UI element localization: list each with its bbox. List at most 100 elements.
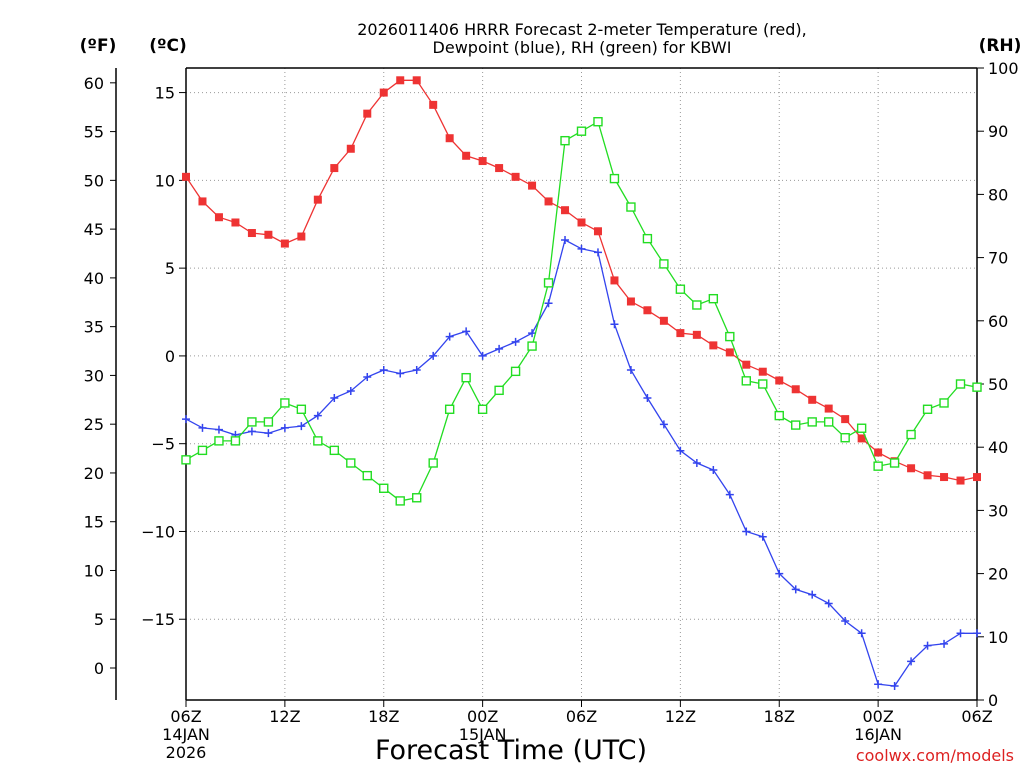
temperature-point [577,218,586,227]
rh-point [313,436,323,446]
temperature-point [247,229,256,238]
temperature-point [659,316,668,325]
rh-point [527,341,537,351]
fahrenheit-tick-label: 5 [94,610,104,629]
dewpoint-point [544,299,553,308]
rh-point [263,417,274,427]
grid-layer [185,68,978,700]
temperature-point [808,395,817,404]
rh-point [659,259,669,269]
dewpoint-point [890,681,899,690]
dewpoint-point [659,420,668,429]
temperature-point [231,218,240,227]
fahrenheit-tick-label: 15 [84,513,104,532]
rh-point [510,366,521,377]
dewpoint-point [346,387,355,396]
fahrenheit-tick-label: 0 [94,659,104,678]
dewpoint-point [429,351,438,360]
rh-point [889,458,900,468]
temperature-point [396,76,405,85]
temperature-point [182,172,190,181]
x-axis-title: Forecast Time (UTC) [375,735,647,766]
temperature-point [478,157,487,166]
rh-tick-label: 70 [988,249,1008,268]
chart-title-line1: 2026011406 HRRR Forecast 2-meter Tempera… [357,20,807,39]
x-tick-label: 06Z [961,707,992,726]
fahrenheit-tick-label: 35 [84,318,104,337]
x-tick-label: 12Z [269,707,300,726]
temperature-point [462,151,471,160]
rh-point [906,429,916,440]
rh-point [329,445,340,456]
temperature-point [379,88,388,97]
dewpoint-point [709,466,718,475]
rh-point [477,404,488,414]
rh-point [856,423,867,433]
temperature-point [544,197,553,206]
dewpoint-point [808,590,817,599]
x-tick-label: 06Z [170,707,201,726]
rh-point [823,417,834,427]
celsius-tick-label: 15 [155,84,175,103]
rh-point [395,496,405,506]
rh-point [181,455,191,465]
rh-tick-label: 60 [988,312,1008,331]
celsius-tick-label: 5 [165,259,175,278]
fahrenheit-axis-label: (ºF) [80,36,117,56]
dewpoint-point [264,429,273,438]
rh-point [560,135,570,146]
rh-point [840,433,850,443]
temperature-point [676,329,685,338]
dewpoint-point [907,657,916,666]
temperature-point [923,471,932,480]
temperature-point [198,197,207,206]
rh-point [939,398,949,408]
x-tick-label: 12Z [665,707,696,726]
dewpoint-point [462,327,471,336]
fahrenheit-tick-label: 20 [84,464,104,483]
temperature-point [725,348,734,357]
temperature-point [297,232,306,241]
fahrenheit-tick-label: 50 [84,171,104,190]
rh-axis-label: (RH) [979,36,1022,56]
temperature-point [742,360,751,369]
dewpoint-point [363,372,372,381]
rh-point [461,372,471,383]
rh-point [873,461,883,471]
temperature-point [346,144,355,153]
rh-point [708,293,719,304]
fahrenheit-tick-label: 40 [84,269,104,288]
x-tick-label: 00Z [467,707,498,726]
rh-point [412,493,422,503]
x-date-label: 14JAN [162,725,210,744]
dewpoint-point [940,639,949,648]
dewpoint-point [676,446,685,455]
rh-point [922,404,933,414]
axis-layer: 0 5 10 15 20 25 30 35 40 45 50 55 60 −15 −10 −5 0 5 10 15 0 1… [84,59,1019,762]
rh-point [444,404,455,414]
temperature-point [214,213,223,222]
dewpoint-point [725,490,734,499]
x-tick-label: 06Z [566,707,597,726]
dewpoint-point [643,394,652,403]
temperature-point [313,195,322,204]
x-tick-label: 18Z [764,707,795,726]
temperature-point [791,385,800,394]
rh-point [741,376,751,386]
chart-title-line2: Dewpoint (blue), RH (green) for KBWI [433,38,732,57]
temperature-point [264,230,273,239]
rh-point [692,300,702,310]
rh-point [758,379,768,389]
rh-tick-label: 50 [988,375,1008,394]
dewpoint-point [973,629,981,638]
temperature-point [857,434,866,443]
dewpoint-point [379,365,388,374]
rh-point [230,436,241,446]
rh-point [972,382,982,392]
rh-point [280,398,290,408]
temperature-point [973,473,981,482]
dewpoint-point [923,641,932,650]
series-layer [181,76,982,690]
fahrenheit-tick-label: 25 [84,415,104,434]
rh-point [642,233,653,244]
